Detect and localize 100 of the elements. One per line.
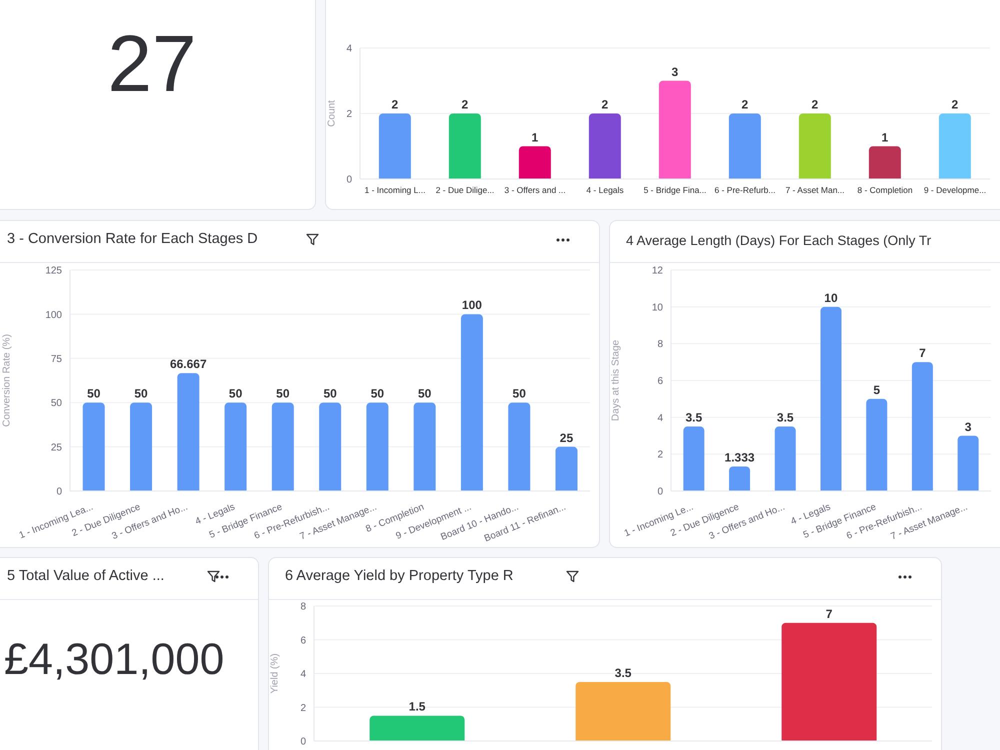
x-tick-label: 9 - Developme...	[924, 185, 986, 196]
data-label: 1.333	[724, 450, 755, 464]
data-label: 5	[873, 382, 880, 397]
bar	[224, 402, 247, 491]
bar	[448, 114, 481, 179]
y-tick-label: 25	[50, 442, 62, 454]
y-axis-title: Count	[326, 100, 338, 127]
y-tick-label: 50	[50, 398, 62, 410]
bar	[912, 362, 933, 491]
bar	[460, 314, 483, 491]
bar	[130, 402, 152, 491]
bar	[868, 146, 901, 179]
y-tick-label: 6	[657, 376, 664, 388]
y-tick-label: 4	[300, 669, 306, 680]
chart-title: 4 Average Length (Days) For Each Stages (Only Tr	[626, 233, 932, 248]
text: £4,301,000	[4, 635, 224, 685]
bar	[518, 146, 551, 179]
data-label: 3.5	[614, 666, 632, 680]
y-tick-label: 2	[657, 450, 664, 461]
data-label: 66.667	[170, 357, 207, 372]
y-tick-label: 125	[45, 266, 62, 277]
bar	[683, 426, 704, 491]
data-label: 50	[228, 386, 243, 401]
bar	[728, 114, 761, 179]
bar	[588, 114, 621, 179]
data-label: 50	[512, 386, 526, 401]
bar	[576, 682, 671, 741]
data-label: 100	[462, 298, 482, 312]
bar	[782, 622, 877, 741]
y-tick-label: 4	[346, 44, 352, 55]
y-tick-label: 12	[652, 266, 664, 277]
y-axis-title: Yield (%)	[270, 653, 281, 694]
data-label: 25	[560, 430, 574, 445]
y-axis-title: Days at this Stage	[610, 339, 622, 422]
y-tick-label: 4	[657, 412, 664, 424]
data-label: 3.5	[776, 410, 794, 425]
data-label: 3	[964, 420, 972, 434]
x-tick-label: 1 - Incoming L...	[364, 185, 426, 196]
data-label: 2	[392, 98, 399, 112]
y-tick-label: 0	[657, 486, 664, 498]
data-label: 50	[323, 386, 338, 401]
x-tick-label: 3 - Offers and ...	[504, 185, 566, 196]
x-tick-label: 4 - Legals	[586, 185, 624, 196]
data-label: 50	[276, 386, 290, 401]
data-label: 3	[672, 64, 679, 79]
bar	[555, 446, 578, 491]
x-tick-label: 2 - Due Dilige...	[436, 185, 494, 196]
text: 27	[106, 18, 198, 110]
y-tick-label: 8	[657, 339, 664, 350]
bar	[729, 466, 750, 491]
bar	[370, 716, 465, 741]
data-label: 1.5	[408, 700, 426, 714]
y-tick-label: 100	[45, 310, 62, 321]
bar	[414, 402, 436, 491]
chart-title: 3 - Conversion Rate for Each Stages D	[7, 231, 258, 247]
x-tick-label: 7 - Asset Man...	[785, 185, 845, 196]
bar	[820, 306, 842, 491]
data-label: 2	[462, 98, 469, 112]
data-label: 50	[134, 386, 148, 401]
bar	[866, 398, 888, 491]
y-tick-label: 10	[652, 302, 664, 314]
data-label: 2	[742, 98, 749, 112]
data-label: 3.5	[686, 410, 703, 425]
y-tick-label: 0	[346, 174, 352, 186]
data-label: 10	[824, 290, 838, 305]
x-tick-label: 8 - Completion	[857, 185, 913, 196]
x-tick-label: 6 - Pre-Refurb...	[714, 185, 776, 196]
data-label: 7	[919, 346, 926, 360]
x-tick-label: 5 - Bridge Fina...	[644, 185, 706, 196]
text: 5 Total Value of Active ...	[7, 568, 164, 584]
y-tick-label: 0	[300, 736, 306, 748]
data-label: 1	[532, 130, 539, 144]
data-label: 50	[418, 386, 432, 401]
y-axis-title: Conversion Rate (%)	[2, 334, 13, 427]
y-tick-label: 0	[56, 486, 62, 498]
data-label: 2	[952, 98, 959, 112]
data-label: 50	[370, 386, 384, 401]
data-label: 50	[87, 386, 101, 401]
bar	[938, 114, 971, 179]
data-label: 2	[812, 98, 819, 112]
data-label: 1	[882, 130, 889, 144]
bar	[366, 402, 388, 491]
bar	[798, 114, 831, 179]
bar	[378, 114, 411, 179]
data-label: 7	[826, 606, 833, 621]
y-tick-label: 75	[50, 354, 62, 365]
bar	[508, 402, 530, 491]
data-label: 2	[602, 98, 609, 112]
bar	[319, 402, 342, 491]
bar	[272, 402, 294, 491]
y-tick-label: 2	[300, 702, 306, 714]
bar	[658, 80, 691, 179]
chart-title: 6 Average Yield by Property Type R	[285, 568, 514, 584]
y-tick-label: 8	[300, 602, 306, 613]
y-tick-label: 6	[300, 635, 306, 646]
bar	[82, 402, 105, 491]
y-tick-label: 2	[346, 109, 352, 120]
bar	[177, 373, 200, 491]
bar	[774, 426, 796, 491]
bar	[958, 436, 979, 491]
